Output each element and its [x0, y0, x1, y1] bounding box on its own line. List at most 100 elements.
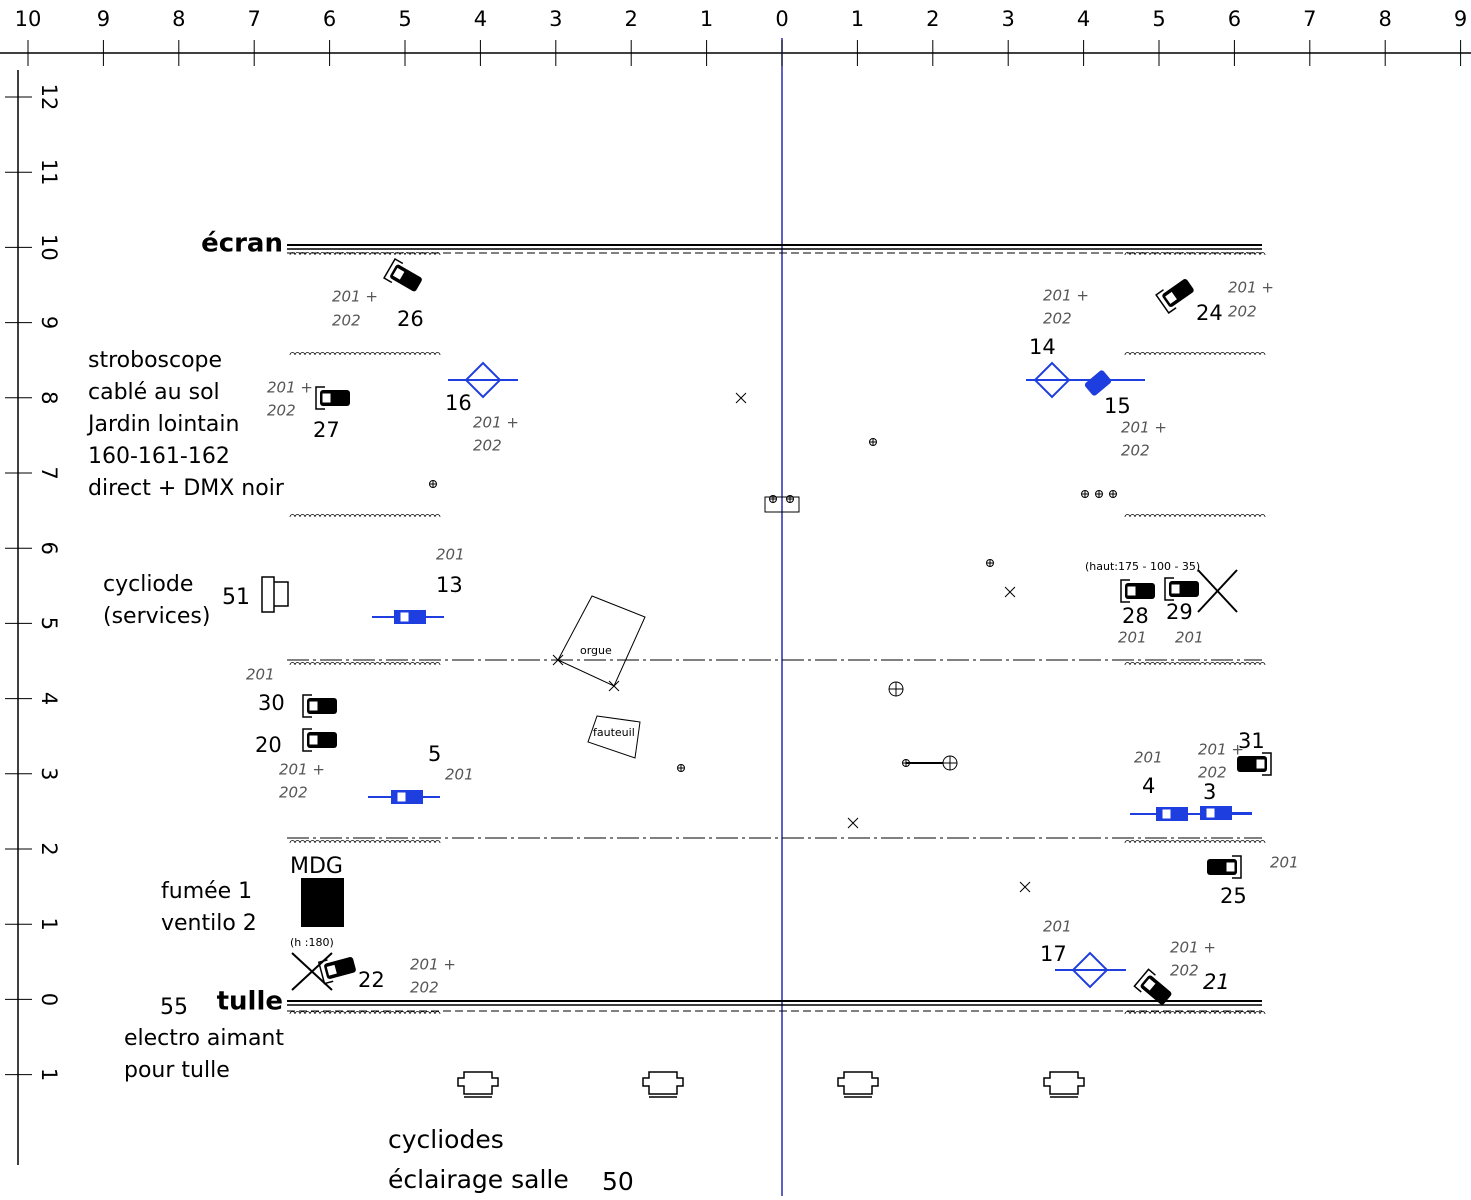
- fixture-body: [1156, 807, 1188, 821]
- fixture-lens: [1255, 758, 1266, 770]
- pipe-symbol: [1081, 490, 1089, 498]
- fixture-number: 13: [436, 573, 463, 597]
- fixture-body: [1200, 806, 1232, 820]
- fixture-yoke: [1232, 855, 1242, 879]
- fixture-yoke: [315, 386, 325, 410]
- fixture-lens: [308, 734, 319, 746]
- fixture-number: 3: [1203, 780, 1216, 804]
- note: fauteuil: [593, 726, 635, 739]
- ruler-label: 2: [625, 7, 638, 31]
- gel-label: 201 +: [1043, 287, 1089, 305]
- mark-cross: [847, 817, 859, 829]
- gel-label: 201 +: [267, 379, 313, 397]
- gel-label: 201 +: [1228, 279, 1274, 297]
- pipe-symbol: [902, 759, 910, 767]
- ruler-label: 2: [926, 7, 939, 31]
- ruler-label: 0: [775, 7, 788, 31]
- gel-label: 201 +: [1198, 741, 1244, 759]
- gel-label: 201: [1118, 629, 1147, 647]
- note: orgue: [580, 644, 612, 657]
- ruler-label: 6: [323, 7, 336, 31]
- gel-label: 202: [1198, 764, 1227, 782]
- ruler-label: 10: [37, 234, 61, 261]
- fixture: [1133, 968, 1172, 1005]
- fixture-number: 22: [358, 968, 385, 992]
- ruler-label: 1: [37, 918, 61, 931]
- ruler-label: 3: [549, 7, 562, 31]
- note: cycliode: [103, 572, 193, 597]
- gel-label: 201 +: [1170, 939, 1216, 957]
- fixture-lens: [1163, 290, 1179, 306]
- house-cycliode: [1043, 1071, 1085, 1098]
- pipe-symbol: [786, 495, 794, 503]
- note: pour tulle: [124, 1058, 230, 1083]
- note: cycliodes: [388, 1125, 504, 1154]
- fixture-number: 15: [1104, 394, 1131, 418]
- fixture-lens: [1161, 808, 1172, 820]
- ruler-label: 4: [1077, 7, 1090, 31]
- pipe-symbol: [869, 438, 877, 446]
- border-drape: [289, 840, 441, 844]
- ruler-label: 7: [248, 7, 261, 31]
- gel-label: 201 +: [473, 414, 519, 432]
- mark-cross: [735, 392, 747, 404]
- stage-lines: [287, 244, 1262, 1012]
- fixture-number: 27: [313, 418, 340, 442]
- house-cycliode: [642, 1071, 684, 1098]
- fixture-number: 24: [1196, 301, 1223, 325]
- note: direct + DMX noir: [88, 476, 285, 501]
- pipe-symbol: [1109, 490, 1117, 498]
- pipe-symbol: [1095, 490, 1103, 498]
- fixture: [1164, 577, 1199, 601]
- ruler-label: 4: [37, 692, 61, 705]
- ruler-label: 8: [37, 391, 61, 404]
- fixture-yoke: [1262, 752, 1272, 776]
- ruler-label: 4: [474, 7, 487, 31]
- note: (services): [103, 604, 210, 629]
- gel-label: 201: [246, 666, 275, 684]
- pipe-symbol: [769, 495, 777, 503]
- border-drape: [1124, 1011, 1266, 1015]
- gel-label: 201: [436, 546, 465, 564]
- fixture-lens: [1170, 583, 1181, 595]
- note: (haut:175 - 100 - 35): [1085, 560, 1200, 573]
- ruler-label: 11: [37, 159, 61, 186]
- fixture-lens: [1225, 861, 1236, 873]
- fixture: [302, 694, 337, 718]
- fixture-yoke: [1155, 289, 1177, 314]
- ruler-label: 9: [37, 316, 61, 329]
- fixture-lens: [1142, 977, 1157, 992]
- fixture-number: 14: [1029, 335, 1056, 359]
- border-drape: [289, 252, 441, 256]
- fixture-number: 16: [445, 391, 472, 415]
- ruler-label: 9: [97, 7, 110, 31]
- fixture-body: [464, 361, 502, 399]
- fixture-number: 29: [1166, 600, 1193, 624]
- gel-label: 202: [279, 784, 308, 802]
- ruler-label: 5: [37, 617, 61, 630]
- fixture-yoke: [302, 694, 312, 718]
- fixture: [315, 386, 350, 410]
- gel-label: 202: [1121, 442, 1150, 460]
- ruler-label: 10: [15, 7, 42, 31]
- note: cablé au sol: [88, 380, 220, 405]
- riser: [764, 496, 800, 513]
- mark-cross: [608, 680, 620, 692]
- border-drape: [1124, 352, 1266, 356]
- fixture-number: 5: [428, 742, 441, 766]
- mark-cross: [1019, 881, 1031, 893]
- ruler-label: 7: [37, 466, 61, 479]
- ruler-label: 7: [1303, 7, 1316, 31]
- fixture: [1237, 752, 1272, 776]
- ruler-label: 12: [37, 84, 61, 111]
- note: (h :180): [290, 936, 334, 949]
- border-drape: [289, 662, 441, 666]
- fixture-lens: [308, 700, 319, 712]
- pipe-symbol: [677, 764, 685, 772]
- ruler-label: 1: [851, 7, 864, 31]
- fixture: [302, 728, 337, 752]
- gel-label: 201: [1175, 629, 1204, 647]
